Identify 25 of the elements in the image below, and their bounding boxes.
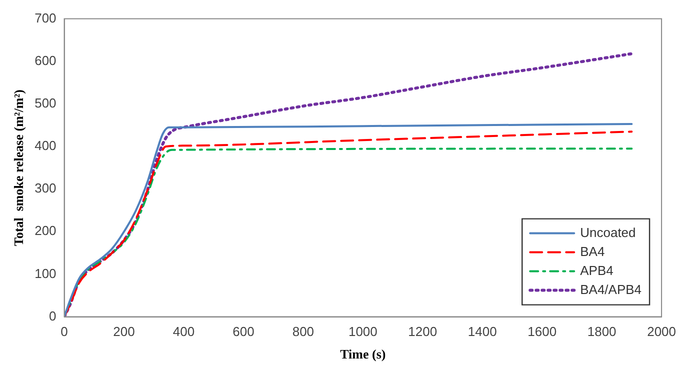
x-axis-title: Time (s) <box>340 346 386 362</box>
x-tick-label: 600 <box>232 324 254 340</box>
legend-label: BA4/APB4 <box>580 282 642 297</box>
y-axis-title: Total smoke release (m²/m²) <box>11 90 26 246</box>
y-tick-label: 100 <box>34 266 56 281</box>
x-tick-label: 1800 <box>587 324 616 340</box>
x-tick-label: 0 <box>60 324 68 340</box>
x-tick-label: 2000 <box>647 324 676 340</box>
y-tick-label: 200 <box>34 223 56 238</box>
x-tick-label: 400 <box>172 324 195 340</box>
x-tick-label: 1600 <box>528 324 557 340</box>
x-tick-label: 1400 <box>468 324 497 340</box>
y-tick-label: 600 <box>34 52 56 68</box>
x-tick-label: 800 <box>292 324 314 340</box>
y-tick-label: 400 <box>34 138 56 154</box>
legend-label: BA4 <box>580 244 605 259</box>
y-tick-label: 700 <box>34 10 56 26</box>
x-tick-label: 1000 <box>348 324 378 340</box>
y-tick-label: 500 <box>34 96 56 111</box>
x-tick-label: 1200 <box>408 324 438 340</box>
y-tick-label: 0 <box>49 308 56 324</box>
x-tick-label: 200 <box>113 324 135 340</box>
legend-label: Uncoated <box>580 224 636 240</box>
y-tick-label: 300 <box>34 180 56 196</box>
legend-label: APB4 <box>580 262 614 278</box>
